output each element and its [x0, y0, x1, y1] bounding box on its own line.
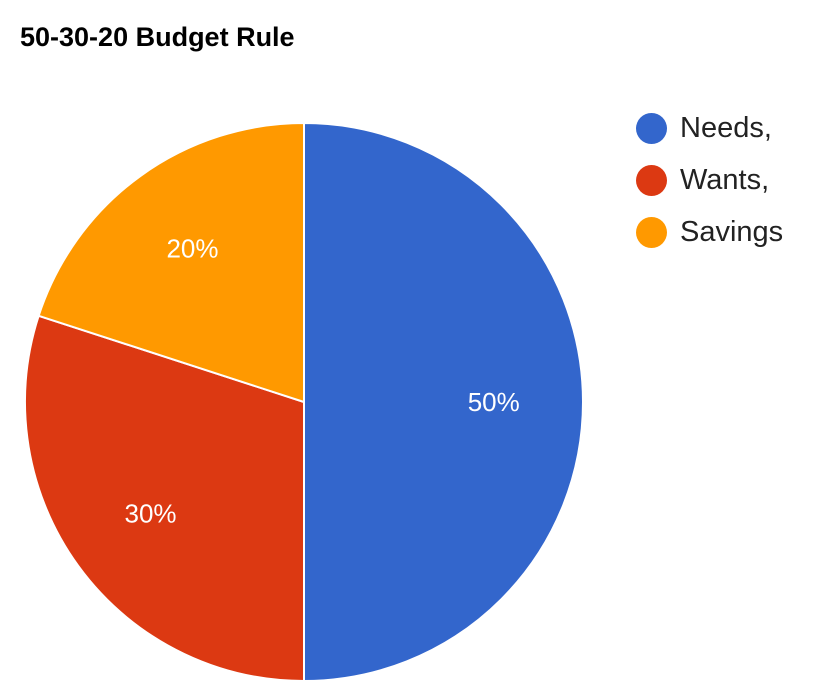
chart-title: 50-30-20 Budget Rule [20, 22, 295, 52]
legend-item-savings[interactable]: Savings [636, 206, 783, 258]
slice-label-savings: 20% [166, 234, 218, 264]
legend-swatch-savings [636, 216, 667, 248]
legend-label-savings: Savings [680, 215, 784, 248]
slice-label-needs: 50% [468, 387, 520, 417]
pie-slice-savings[interactable] [37, 122, 305, 403]
pie-slice-wants[interactable] [24, 314, 305, 682]
legend-swatch-wants [636, 164, 667, 196]
legend: Needs, Wants, Savings [636, 102, 783, 258]
legend-item-needs[interactable]: Needs, [636, 102, 783, 154]
legend-label-wants: Wants, [680, 163, 770, 196]
pie-slices [24, 122, 584, 682]
legend-label-needs: Needs, [680, 111, 772, 144]
pie-slice-needs[interactable] [303, 122, 584, 682]
legend-item-wants[interactable]: Wants, [636, 154, 783, 206]
slice-label-wants: 30% [124, 499, 176, 529]
legend-swatch-needs [636, 112, 667, 144]
pie-slice-labels: 50% 30% 20% [124, 234, 519, 529]
